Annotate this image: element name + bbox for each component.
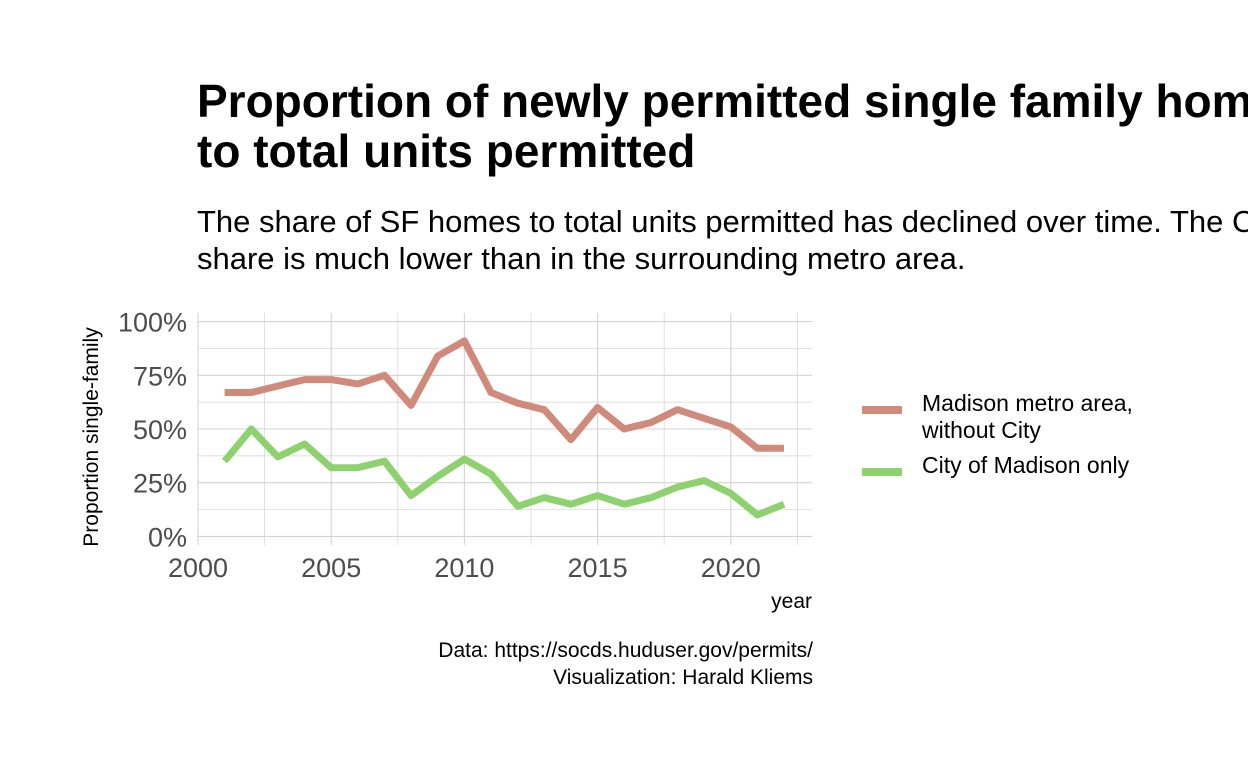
chart-title-line-1: Proportion of newly permitted single fam… <box>197 75 1248 127</box>
x-tick-label: 2020 <box>701 553 761 583</box>
x-tick-label: 2015 <box>568 553 628 583</box>
legend: Madison metro area, without City City of… <box>862 390 1222 487</box>
legend-key-city <box>862 468 902 476</box>
x-tick-label: 2010 <box>434 553 494 583</box>
y-axis-label: Proportion single-family <box>80 327 103 547</box>
series-line-city <box>221 425 786 519</box>
caption-visualization-credit: Visualization: Harald Kliems <box>553 666 813 689</box>
legend-key-metro <box>862 406 902 414</box>
y-tick-label: 0% <box>148 522 187 552</box>
series-lines <box>221 337 786 519</box>
legend-label-metro: Madison metro area, without City <box>922 390 1133 443</box>
chart-subtitle-line-1: The share of SF homes to total units per… <box>197 204 1248 239</box>
major-gridlines <box>197 313 812 545</box>
legend-item-metro: Madison metro area, without City <box>862 390 1222 444</box>
series-line-metro <box>224 337 784 452</box>
y-tick-label: 25% <box>133 469 187 499</box>
y-tick-label: 100% <box>118 308 187 338</box>
legend-item-city: City of Madison only <box>862 452 1222 479</box>
chart-title-line-2: to total units permitted <box>197 125 696 177</box>
chart-subtitle-line-2: share is much lower than in the surround… <box>197 241 966 276</box>
x-tick-label: 2000 <box>168 553 228 583</box>
chart-subtitle: The share of SF homes to total units per… <box>197 203 1248 277</box>
y-axis-ticks: 0% 25% 50% 75% 100% <box>118 308 187 553</box>
legend-label-city: City of Madison only <box>922 452 1130 478</box>
y-tick-label: 75% <box>133 361 187 391</box>
caption-data-source: Data: https://socds.huduser.gov/permits/ <box>438 639 813 662</box>
x-axis-ticks: 2000 2005 2010 2015 2020 <box>168 553 761 583</box>
chart-caption: Data: https://socds.huduser.gov/permits/… <box>438 637 813 691</box>
x-axis-label: year <box>771 590 812 613</box>
x-tick-label: 2005 <box>301 553 361 583</box>
y-tick-label: 50% <box>133 415 187 445</box>
chart-title: Proportion of newly permitted single fam… <box>197 76 1248 176</box>
